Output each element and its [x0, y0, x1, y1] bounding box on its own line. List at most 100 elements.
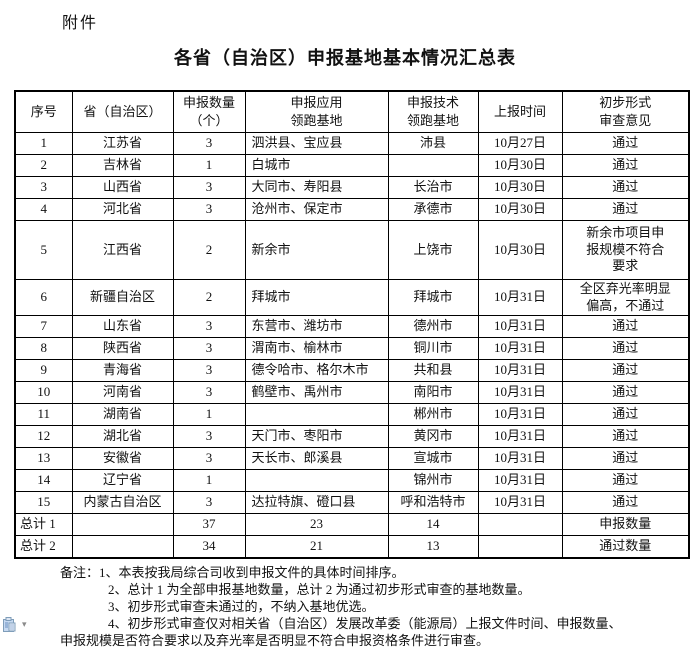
cell-remark: 通过	[561, 359, 690, 382]
cell-count: 34	[172, 535, 246, 559]
cell-seq: 11	[14, 403, 73, 426]
cell-seq: 1	[14, 132, 73, 155]
cell-count: 3	[172, 447, 246, 470]
cell-count: 3	[172, 491, 246, 514]
cell-technical: 呼和浩特市	[387, 491, 479, 514]
cell-technical: 承德市	[387, 198, 479, 221]
cell-count: 2	[172, 279, 246, 316]
table-row: 14 辽宁省 1 锦州市 10月31日 通过	[14, 469, 690, 492]
cell-date: 10月30日	[477, 154, 563, 177]
summary-table: 序号 省（自治区） 申报数量 （个） 申报应用 领跑基地 申报技术 领跑基地 上…	[14, 90, 690, 559]
cell-seq: 5	[14, 220, 73, 280]
cell-applied: 达拉特旗、磴口县	[244, 491, 389, 514]
cell-applied: 沧州市、保定市	[244, 198, 389, 221]
cell-technical: 13	[387, 535, 479, 559]
note-line: 申报规模是否符合要求以及弃光率是否明显不符合申报资格条件进行审查。	[60, 633, 490, 648]
cell-count: 37	[172, 513, 246, 536]
cell-remark: 通过	[561, 198, 690, 221]
cell-technical: 黄冈市	[387, 425, 479, 448]
cell-technical: 铜川市	[387, 337, 479, 360]
cell-remark-text: 新余市项目申报规模不符合要求	[586, 224, 665, 274]
cell-technical: 长治市	[387, 176, 479, 199]
cell-count: 3	[172, 176, 246, 199]
cell-province: 内蒙古自治区	[71, 491, 174, 514]
cell-count: 3	[172, 315, 246, 338]
cell-seq: 13	[14, 447, 73, 470]
table-row: 15 内蒙古自治区 3 达拉特旗、磴口县 呼和浩特市 10月31日 通过	[14, 491, 690, 514]
cell-count: 3	[172, 359, 246, 382]
cell-count: 1	[172, 469, 246, 492]
table-row: 6 新疆自治区 2 拜城市 拜城市 10月31日 全区弃光率明显偏高，不通过	[14, 279, 690, 316]
cell-seq: 15	[14, 491, 73, 514]
cell-province: 陕西省	[71, 337, 174, 360]
cell-province: 湖北省	[71, 425, 174, 448]
cell-date	[477, 513, 563, 536]
cell-date: 10月31日	[477, 469, 563, 492]
cell-remark: 通过	[561, 154, 690, 177]
cell-technical: 德州市	[387, 315, 479, 338]
header-applied-line2: 领跑基地	[290, 113, 343, 128]
cell-remark: 通过	[561, 337, 690, 360]
header-province: 省（自治区）	[71, 90, 174, 133]
cell-count: 3	[172, 132, 246, 155]
cell-applied: 大同市、寿阳县	[244, 176, 389, 199]
header-remark: 初步形式 审查意见	[561, 90, 690, 133]
cell-applied: 新余市	[244, 220, 389, 280]
cell-date: 10月31日	[477, 337, 563, 360]
paste-options-icon[interactable]	[2, 617, 17, 633]
cell-applied: 23	[244, 513, 389, 536]
cell-applied: 拜城市	[244, 279, 389, 316]
cell-province: 新疆自治区	[71, 279, 174, 316]
cell-remark: 新余市项目申报规模不符合要求	[561, 220, 690, 280]
cell-date: 10月31日	[477, 315, 563, 338]
cell-date: 10月31日	[477, 279, 563, 316]
table-row: 3 山西省 3 大同市、寿阳县 长治市 10月30日 通过	[14, 176, 690, 199]
chevron-down-icon[interactable]: ▾	[22, 619, 27, 630]
cell-province: 河北省	[71, 198, 174, 221]
header-date-label: 上报时间	[493, 104, 546, 119]
header-seq: 序号	[14, 90, 73, 133]
cell-remark: 全区弃光率明显偏高，不通过	[561, 279, 690, 316]
cell-date: 10月31日	[477, 381, 563, 404]
table-row: 1 江苏省 3 泗洪县、宝应县 沛县 10月27日 通过	[14, 132, 690, 155]
cell-seq: 6	[14, 279, 73, 316]
cell-date: 10月31日	[477, 425, 563, 448]
cell-applied: 鹤壁市、禹州市	[244, 381, 389, 404]
cell-province: 山东省	[71, 315, 174, 338]
cell-province: 湖南省	[71, 403, 174, 426]
cell-technical: 锦州市	[387, 469, 479, 492]
cell-province: 辽宁省	[71, 469, 174, 492]
cell-count: 1	[172, 154, 246, 177]
cell-province	[71, 535, 174, 559]
cell-date: 10月31日	[477, 447, 563, 470]
header-technical-line2: 领跑基地	[406, 113, 459, 128]
cell-applied: 21	[244, 535, 389, 559]
cell-seq: 4	[14, 198, 73, 221]
table-row: 10 河南省 3 鹤壁市、禹州市 南阳市 10月31日 通过	[14, 381, 690, 404]
cell-province: 安徽省	[71, 447, 174, 470]
table-header-row: 序号 省（自治区） 申报数量 （个） 申报应用 领跑基地 申报技术 领跑基地 上…	[14, 90, 690, 133]
cell-seq: 12	[14, 425, 73, 448]
note-line: 2、总计 1 为全部申报基地数量，总计 2 为通过初步形式审查的基地数量。	[108, 582, 531, 597]
cell-remark: 通过	[561, 491, 690, 514]
table-row: 9 青海省 3 德令哈市、格尔木市 共和县 10月31日 通过	[14, 359, 690, 382]
paste-options-button[interactable]: ▾	[2, 615, 40, 635]
header-technical: 申报技术 领跑基地	[387, 90, 479, 133]
footnotes: 备注：1、本表按我局综合司收到申报文件的具体时间排序。 2、总计 1 为全部申报…	[60, 564, 680, 649]
page-title: 各省（自治区）申报基地基本情况汇总表	[174, 48, 516, 68]
cell-applied: 泗洪县、宝应县	[244, 132, 389, 155]
header-date: 上报时间	[477, 90, 563, 133]
table-row: 11 湖南省 1 郴州市 10月31日 通过	[14, 403, 690, 426]
cell-date: 10月30日	[477, 198, 563, 221]
cell-technical	[387, 154, 479, 177]
header-applied-line1: 申报应用	[290, 95, 343, 110]
cell-technical: 沛县	[387, 132, 479, 155]
cell-seq: 10	[14, 381, 73, 404]
cell-province: 江西省	[71, 220, 174, 280]
cell-technical: 宣城市	[387, 447, 479, 470]
table-row: 4 河北省 3 沧州市、保定市 承德市 10月30日 通过	[14, 198, 690, 221]
cell-count: 3	[172, 381, 246, 404]
header-count-line2: （个）	[189, 113, 229, 128]
cell-seq: 2	[14, 154, 73, 177]
table-row: 8 陕西省 3 渭南市、榆林市 铜川市 10月31日 通过	[14, 337, 690, 360]
